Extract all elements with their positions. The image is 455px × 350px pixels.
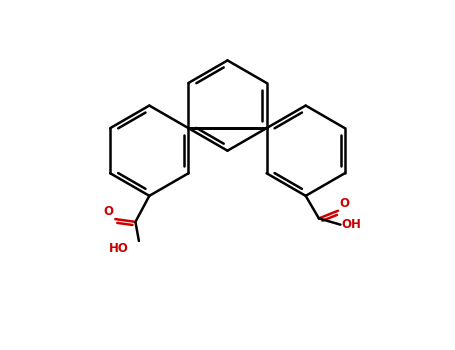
Text: OH: OH [342, 218, 362, 231]
Text: HO: HO [109, 242, 128, 255]
Text: O: O [339, 197, 349, 210]
Text: O: O [104, 205, 114, 218]
